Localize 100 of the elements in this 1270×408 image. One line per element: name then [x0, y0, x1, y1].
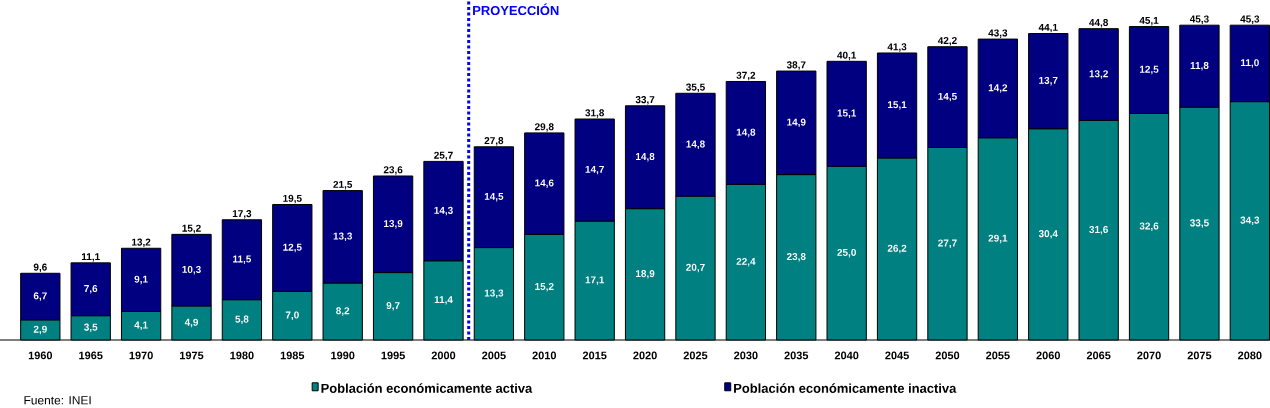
- data-label: 31,6: [1089, 225, 1108, 235]
- total-label: 15,2: [182, 224, 201, 234]
- total-label: 44,8: [1089, 18, 1109, 28]
- x-tick-label: 1985: [280, 351, 305, 360]
- data-label: 13,7: [1039, 76, 1058, 86]
- x-tick-label: 2075: [1187, 351, 1212, 360]
- data-label: 14,8: [636, 152, 655, 162]
- data-label: 14,3: [434, 206, 453, 216]
- data-label: 11,4: [434, 296, 453, 305]
- x-tick-label: 2070: [1137, 351, 1161, 360]
- data-label: 34,3: [1240, 216, 1260, 226]
- total-label: 31,8: [585, 109, 605, 118]
- data-label: 14,8: [686, 140, 705, 149]
- x-tick-label: 1965: [79, 351, 103, 360]
- x-tick-label: 1995: [381, 351, 405, 360]
- total-label: 38,7: [786, 61, 806, 70]
- total-label: 44,1: [1038, 23, 1058, 33]
- total-label: 45,1: [1139, 16, 1159, 26]
- data-label: 14,2: [988, 84, 1008, 93]
- x-tick-label: 2060: [1036, 351, 1060, 360]
- data-label: 17,1: [585, 276, 605, 285]
- ref-line-label: PROYECCIÓN: [473, 3, 559, 16]
- data-label: 29,1: [988, 234, 1008, 244]
- source-note: Fuente: INEI: [24, 396, 91, 405]
- data-label: 25,0: [837, 248, 856, 258]
- data-label: 11,8: [1190, 61, 1209, 71]
- data-label: 13,2: [1089, 70, 1108, 79]
- total-label: 37,2: [736, 71, 756, 81]
- data-label: 11,5: [233, 255, 252, 264]
- x-tick-label: 2080: [1238, 351, 1262, 360]
- data-label: 33,5: [1189, 219, 1209, 228]
- total-label: 42,2: [937, 37, 957, 46]
- data-label: 32,6: [1139, 222, 1159, 231]
- x-tick-label: 2015: [582, 351, 607, 360]
- total-label: 41,3: [887, 43, 907, 52]
- x-tick-label: 2020: [633, 351, 657, 360]
- data-label: 4,9: [184, 318, 199, 328]
- x-tick-label: 2035: [784, 351, 809, 360]
- data-label: 14,5: [938, 92, 957, 102]
- x-tick-label: 2010: [532, 351, 557, 360]
- data-label: 27,7: [938, 239, 957, 248]
- data-label: 14,5: [484, 192, 504, 202]
- x-tick-label: 1960: [28, 351, 53, 360]
- total-label: 40,1: [837, 51, 857, 61]
- data-label: 14,8: [736, 128, 756, 138]
- data-label: 22,4: [736, 257, 756, 267]
- x-tick-label: 2055: [986, 351, 1010, 360]
- data-label: 2,9: [33, 325, 47, 335]
- data-label: 10,3: [182, 265, 201, 275]
- x-tick-label: 1990: [331, 351, 355, 360]
- x-tick-label: 2005: [482, 351, 506, 360]
- total-label: 27,8: [484, 137, 504, 146]
- data-label: 4,1: [134, 321, 148, 330]
- data-label: 12,5: [1139, 65, 1159, 75]
- total-label: 45,3: [1189, 15, 1209, 24]
- total-label: 21,5: [333, 180, 353, 190]
- x-tick-label: 2040: [834, 351, 859, 360]
- x-tick-label: 2065: [1086, 351, 1111, 360]
- total-label: 23,6: [383, 166, 403, 175]
- data-label: 9,7: [386, 302, 400, 311]
- legend-label: Población económicamente inactiva: [734, 383, 957, 393]
- data-label: 7,6: [84, 285, 98, 294]
- x-tick-label: 1980: [230, 351, 254, 360]
- total-label: 13,2: [132, 238, 151, 248]
- data-label: 3,5: [84, 323, 98, 333]
- total-label: 33,7: [635, 96, 655, 105]
- data-label: 18,9: [636, 270, 655, 279]
- x-tick-label: 2030: [734, 351, 758, 360]
- x-tick-label: 2045: [885, 351, 909, 360]
- data-label: 14,9: [787, 118, 806, 128]
- x-tick-label: 2050: [935, 351, 960, 360]
- total-label: 17,3: [232, 210, 252, 219]
- data-label: 5,8: [235, 315, 249, 325]
- x-tick-label: 2000: [431, 351, 456, 360]
- data-label: 8,2: [336, 307, 350, 316]
- data-label: 13,3: [333, 232, 353, 242]
- x-tick-label: 2025: [683, 351, 708, 360]
- data-label: 15,1: [837, 109, 857, 118]
- x-tick-label: 1970: [129, 351, 153, 360]
- data-label: 13,9: [384, 220, 403, 229]
- data-label: 7,0: [285, 311, 299, 320]
- data-label: 13,3: [484, 289, 504, 299]
- data-label: 15,1: [887, 101, 907, 110]
- data-label: 14,7: [585, 165, 604, 175]
- total-label: 9,6: [33, 263, 47, 273]
- data-label: 11,0: [1241, 59, 1259, 68]
- total-label: 11,1: [81, 253, 100, 262]
- total-label: 19,5: [283, 194, 302, 204]
- data-label: 12,5: [283, 243, 302, 253]
- legend-label: Población económicamente activa: [321, 383, 533, 393]
- total-label: 25,7: [434, 151, 453, 161]
- data-label: 26,2: [887, 244, 907, 254]
- data-label: 15,2: [535, 282, 554, 292]
- data-label: 6,7: [33, 292, 47, 301]
- data-label: 30,4: [1038, 230, 1058, 239]
- data-label: 20,7: [686, 263, 705, 273]
- data-label: 9,1: [134, 275, 148, 285]
- total-label: 43,3: [988, 29, 1008, 38]
- total-label: 45,3: [1240, 15, 1260, 24]
- total-label: 29,8: [534, 123, 554, 132]
